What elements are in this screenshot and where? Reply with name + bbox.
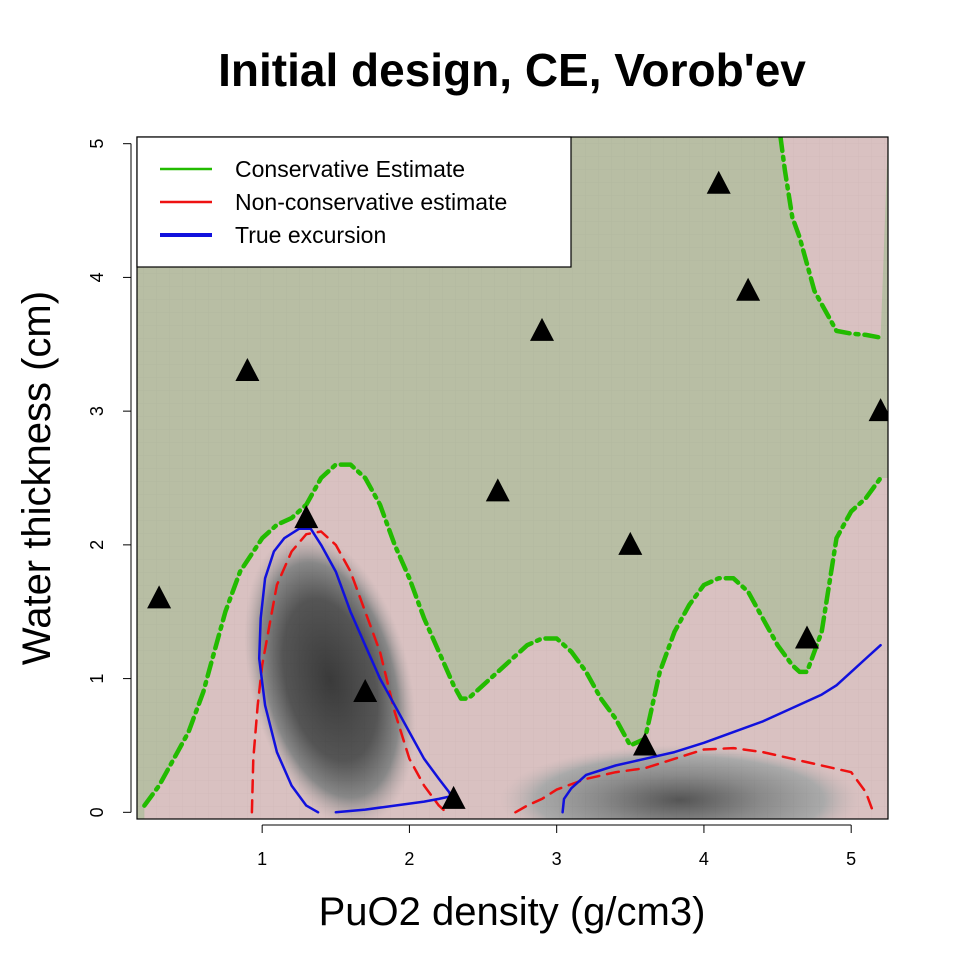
design-point-2 — [294, 505, 319, 529]
y-axis: 0 1 2 3 4 5 — [87, 139, 132, 817]
design-point-7 — [618, 531, 643, 555]
design-point-8 — [633, 732, 657, 756]
y-tick-label: 4 — [87, 272, 107, 282]
design-point-1 — [235, 358, 260, 381]
series-line-5 — [561, 643, 882, 814]
design-point-6 — [530, 317, 554, 341]
y-tick-label: 0 — [87, 807, 107, 817]
series-line-0 — [142, 462, 883, 808]
design-point-0 — [147, 585, 172, 609]
y-axis-label: Water thickness (cm) — [15, 291, 59, 665]
x-tick-label: 5 — [846, 849, 856, 869]
x-axis-label: PuO2 density (g/cm3) — [319, 890, 706, 934]
design-point-5 — [485, 478, 510, 502]
x-axis: 1 2 3 4 5 — [257, 824, 856, 869]
chart-title: Initial design, CE, Vorob'ev — [218, 44, 806, 96]
legend-label-conservative: Conservative Estimate — [235, 156, 465, 182]
design-points — [147, 170, 888, 809]
design-point-10 — [736, 277, 761, 301]
x-tick-label: 3 — [552, 849, 562, 869]
y-tick-label: 2 — [87, 540, 107, 550]
legend: Conservative Estimate Non-conservative e… — [136, 136, 572, 268]
series-line-3 — [514, 746, 875, 814]
design-point-11 — [795, 625, 819, 649]
x-tick-label: 4 — [699, 849, 709, 869]
y-tick-label: 3 — [87, 406, 107, 416]
design-point-4 — [441, 785, 466, 809]
x-tick-label: 2 — [404, 849, 414, 869]
series-line-4 — [257, 527, 452, 814]
design-point-3 — [353, 679, 378, 702]
design-point-12 — [868, 398, 888, 422]
x-tick-label: 1 — [257, 849, 267, 869]
y-tick-label: 1 — [87, 674, 107, 684]
y-tick-label: 5 — [87, 139, 107, 149]
series-line-1 — [778, 137, 883, 340]
design-point-9 — [706, 170, 731, 194]
legend-label-true: True excursion — [235, 222, 386, 248]
series-layer — [142, 137, 883, 814]
legend-label-nonconservative: Non-conservative estimate — [235, 189, 507, 215]
